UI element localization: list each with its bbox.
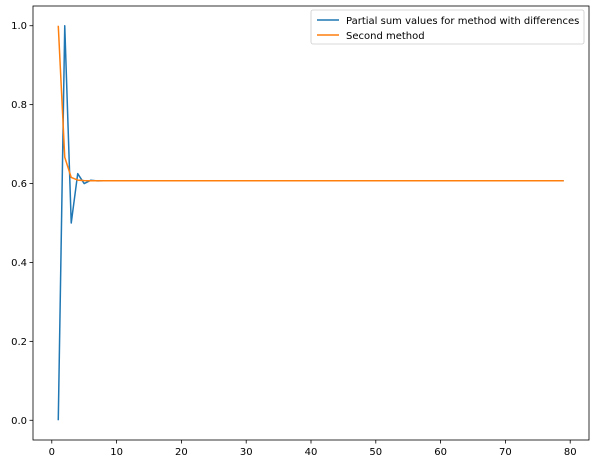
x-tick-label: 60 <box>434 447 447 458</box>
legend-label-series-1: Partial sum values for method with diffe… <box>346 16 579 27</box>
legend-label-series-2: Second method <box>346 31 425 42</box>
x-tick-label: 0 <box>49 447 55 458</box>
x-tick-label: 10 <box>110 447 123 458</box>
y-tick-label: 0.2 <box>11 337 27 348</box>
y-tick-label: 1.0 <box>11 21 27 32</box>
x-tick-label: 20 <box>175 447 188 458</box>
x-tick-label: 50 <box>369 447 382 458</box>
plot-area <box>33 6 589 440</box>
x-tick-label: 80 <box>564 447 577 458</box>
y-tick-label: 0.6 <box>11 179 27 190</box>
x-tick-label: 40 <box>305 447 318 458</box>
y-tick-label: 0.8 <box>11 100 27 111</box>
y-tick-label: 0.0 <box>11 416 27 427</box>
x-tick-label: 70 <box>499 447 512 458</box>
y-tick-label: 0.4 <box>11 258 27 269</box>
legend: Partial sum values for method with diffe… <box>311 10 584 44</box>
x-tick-label: 30 <box>240 447 253 458</box>
